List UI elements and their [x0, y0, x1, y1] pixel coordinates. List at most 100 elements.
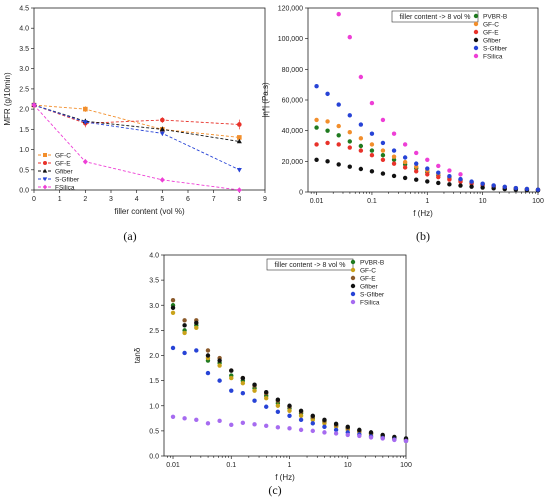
data-point-Gfiber — [182, 323, 187, 328]
data-point-GF-C — [298, 413, 304, 418]
x-axis-label: f (Hz) — [413, 209, 433, 218]
x-tick-label: 3 — [109, 196, 113, 203]
data-point-Gfiber — [380, 171, 386, 176]
data-point-GF-C — [336, 123, 341, 129]
x-tick-label: 9 — [263, 196, 267, 203]
series-line-Gfiber — [33, 104, 240, 142]
data-point-S-Gfiber — [275, 409, 281, 414]
x-tick-label: 100 — [400, 462, 412, 469]
legend-label: GF-E — [483, 29, 499, 36]
data-point-Gfiber — [402, 175, 408, 181]
legend-marker — [473, 21, 479, 27]
legend-marker — [43, 153, 47, 157]
data-point-FSilica — [322, 430, 327, 435]
x-tick-label: 1 — [288, 462, 292, 469]
caption: (c) — [268, 483, 281, 497]
data-point-Gfiber — [298, 408, 304, 413]
y-tick-label: 2.0 — [19, 107, 29, 114]
data-point-GF-C — [229, 375, 234, 381]
y-tick-label: 1.5 — [19, 127, 29, 134]
data-point-GF-E — [237, 122, 242, 127]
data-point-GF-C — [217, 363, 222, 368]
data-point-S-Gfiber — [252, 398, 257, 403]
data-point-S-Gfiber — [298, 417, 304, 423]
data-point-FSilica — [392, 437, 397, 443]
data-point-GF-C — [275, 403, 281, 408]
legend-marker — [473, 45, 479, 51]
data-point-GF-E — [160, 117, 165, 123]
data-point-FSilica — [380, 436, 385, 441]
data-point-GF-C — [358, 136, 364, 141]
data-point-PVBR-B — [336, 133, 341, 138]
data-point-GF-C — [314, 117, 319, 123]
data-point-FSilica — [403, 438, 409, 444]
legend-label: Gfiber — [483, 37, 502, 44]
data-point-S-Gfiber — [347, 113, 352, 118]
data-point-PVBR-B — [369, 148, 375, 153]
data-point-Gfiber — [357, 427, 362, 433]
data-point-FSilica — [287, 426, 292, 431]
legend-label: GF-C — [483, 21, 499, 28]
y-tick-label: 2.5 — [19, 86, 29, 93]
x-tick-label: 1 — [425, 198, 429, 205]
data-point-GF-E — [402, 165, 408, 170]
data-point-Gfiber — [447, 182, 452, 187]
y-tick-label: 0.0 — [149, 454, 159, 461]
x-axis-label: f (Hz) — [275, 473, 295, 482]
data-point-S-Gfiber — [524, 186, 530, 192]
data-point-GF-C — [347, 130, 352, 135]
y-tick-label: 4.0 — [19, 26, 29, 33]
data-point-FSilica — [275, 425, 281, 430]
data-point-PVBR-B — [325, 128, 330, 133]
data-point-GF-C — [170, 310, 176, 315]
y-tick-label: 0 — [299, 190, 303, 197]
legend-label: GF-C — [360, 267, 376, 274]
data-point-FSilica — [82, 158, 88, 165]
data-point-GF-C — [391, 154, 397, 159]
legend-label: S-Gfiber — [360, 291, 385, 298]
data-point-GF-C — [325, 119, 330, 124]
data-point-FSilica — [358, 74, 364, 80]
data-point-Gfiber — [217, 358, 222, 363]
data-point-FSilica — [194, 417, 199, 423]
legend-marker — [42, 168, 48, 173]
data-point-S-Gfiber — [325, 91, 330, 97]
data-point-S-Gfiber — [425, 166, 430, 171]
data-point-PVBR-B — [391, 157, 397, 162]
y-tick-label: 0.0 — [19, 188, 29, 195]
data-point-Gfiber — [322, 417, 327, 423]
legend-marker — [350, 283, 356, 289]
x-tick-label: 0 — [32, 196, 36, 203]
data-point-FSilica — [391, 131, 397, 136]
data-point-Gfiber — [380, 432, 385, 438]
x-tick-label: 6 — [186, 196, 190, 203]
y-axis-label: |η*| (Pa.s) — [261, 82, 270, 118]
y-tick-label: 1.0 — [19, 147, 29, 154]
data-point-GF-C — [264, 396, 269, 401]
data-point-GF-C — [240, 380, 246, 386]
data-point-Gfiber — [170, 305, 176, 310]
series-line-GF-E — [33, 104, 240, 125]
chart-b: 0.01 0.1 1 10 100 0 20,000 40,000 60,000 80,000 10… — [261, 6, 544, 244]
legend-label: GF-E — [360, 275, 376, 282]
data-point-FSilica — [345, 432, 350, 438]
caption: (a) — [123, 229, 136, 243]
data-point-FSilica — [182, 416, 187, 421]
x-tick-label: 1 — [58, 196, 62, 203]
data-point-PVBR-B — [358, 143, 364, 149]
data-point-GF-E — [336, 142, 341, 147]
data-point-GF-C — [414, 164, 419, 169]
data-point-S-Gfiber — [322, 424, 327, 430]
data-point-FSilica — [357, 433, 362, 439]
data-point-FSilica — [205, 421, 211, 426]
data-point-S-Gfiber — [436, 170, 441, 175]
data-point-Gfiber — [391, 173, 397, 179]
data-point-Gfiber — [358, 166, 364, 172]
legend-label: FSilica — [483, 53, 503, 60]
data-point-Gfiber — [333, 421, 339, 427]
data-point-Gfiber — [347, 164, 352, 169]
x-tick-label: 0.1 — [367, 198, 377, 205]
legend-marker — [350, 259, 356, 265]
y-tick-label: 4.0 — [149, 253, 159, 260]
